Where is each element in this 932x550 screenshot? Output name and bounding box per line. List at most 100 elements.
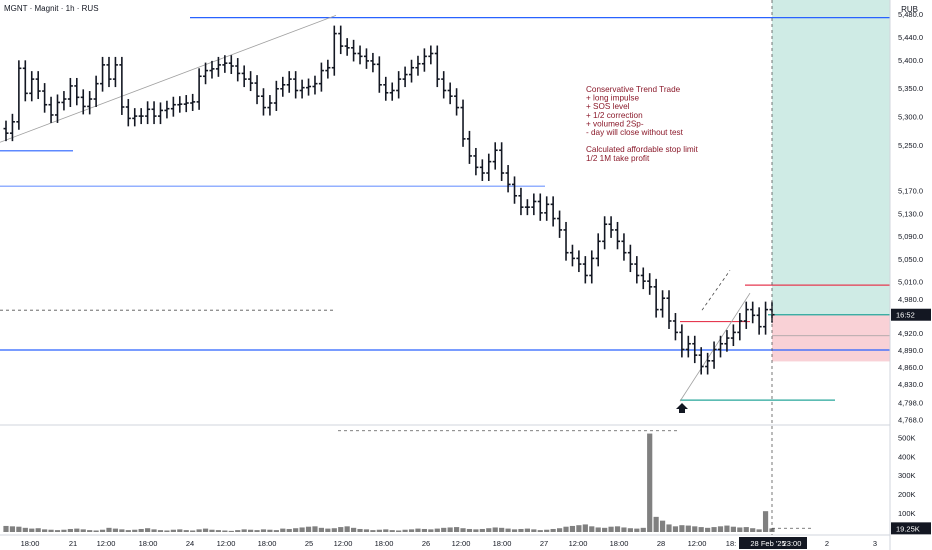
volume-bar (556, 528, 563, 532)
candle (524, 199, 530, 216)
volume-bar (589, 526, 595, 532)
candle (685, 335, 691, 358)
price-tick-label: 5,480.0 (898, 10, 923, 19)
candle (35, 71, 41, 100)
candle (383, 76, 389, 101)
candle (119, 56, 125, 115)
volume-bar (254, 530, 260, 532)
volume-bar (460, 528, 466, 532)
volume-bar (87, 530, 93, 532)
price-tick-label: 5,050.0 (898, 255, 923, 264)
volume-bar (325, 528, 331, 532)
volume-bar (157, 530, 164, 532)
candle (338, 25, 344, 55)
time-axis: 18:00 21 12:00 18:00 24 12:00 18:00 25 12:00 18:0… (21, 537, 877, 549)
candle (711, 341, 717, 369)
candle (235, 58, 241, 82)
volume-bar (730, 526, 736, 532)
price-tick-label: 5,350.0 (898, 84, 923, 93)
volume-bar (524, 528, 530, 532)
volume-bar (48, 529, 54, 532)
volume-bar (711, 527, 717, 532)
volume-bar (16, 526, 22, 532)
time-tick-label: 28 (657, 539, 665, 548)
candle (80, 89, 86, 115)
candle (512, 176, 518, 204)
candle (576, 250, 582, 273)
candle (563, 221, 569, 261)
volume-bar (653, 516, 659, 532)
price-tick-label: 5,440.0 (898, 33, 923, 42)
candle (595, 233, 601, 267)
volume-bar (280, 528, 286, 532)
symbol-title: MGNT · Magnit · 1h · RUS (4, 4, 99, 13)
price-tick-label: 5,300.0 (898, 113, 923, 122)
candle (602, 216, 608, 250)
candle (389, 82, 395, 101)
price-tick-label: 5,010.0 (898, 278, 923, 287)
loss-zone (772, 314, 890, 362)
candle (460, 99, 466, 147)
price-tick-label: 5,130.0 (898, 209, 923, 218)
candle (647, 273, 653, 295)
volume-tick-label: 200K (898, 490, 916, 499)
volume-bar (608, 526, 614, 532)
volume-bar (35, 528, 41, 532)
candle (454, 88, 460, 116)
candle (421, 48, 427, 72)
volume-bar (61, 529, 67, 532)
volume-bar (685, 525, 691, 532)
price-tick-label: 4,860.0 (898, 363, 923, 372)
time-tick-label: 18:00 (375, 539, 394, 548)
candle (492, 142, 498, 170)
price-tick-label: 4,920.0 (898, 329, 923, 338)
volume-bar (576, 525, 582, 532)
volume-tick-label: 400K (898, 452, 916, 461)
candle (718, 335, 724, 358)
candle (750, 301, 756, 324)
candle (241, 65, 247, 88)
time-tick-label: 26 (422, 539, 430, 548)
candle (29, 71, 35, 102)
volume-bar (350, 527, 357, 532)
volume-bar (305, 526, 312, 532)
candle (299, 79, 305, 99)
candle (357, 45, 363, 65)
volume-bar (563, 526, 569, 532)
current-volume-marker: 19.25K (891, 522, 931, 535)
volume-bar (421, 528, 428, 532)
volume-bar (112, 528, 119, 532)
time-tick-label: 28 Feb '25 (750, 539, 785, 548)
candle (145, 101, 151, 125)
volume-bar (293, 528, 299, 532)
candle (370, 52, 376, 73)
candle (505, 165, 511, 193)
candle (228, 55, 234, 74)
candle (608, 216, 614, 238)
candle (61, 91, 67, 111)
candle (402, 66, 408, 88)
candle (190, 93, 196, 111)
time-tick-label: 24 (186, 539, 194, 548)
current-price-label: 16:52 (896, 311, 915, 320)
volume-bar (222, 530, 228, 532)
volume-bar (9, 526, 16, 532)
volume-bar (190, 530, 196, 532)
volume-axis: 500K 400K 300K 200K 100K (898, 433, 916, 518)
annotation-line: 1/2 1M take profit (586, 154, 650, 163)
volume-bar (196, 529, 202, 532)
volume-bar (717, 526, 724, 532)
candle (203, 62, 209, 85)
candle (499, 142, 505, 181)
candle (293, 71, 299, 99)
volume-bar (260, 529, 267, 532)
price-tick-label: 5,400.0 (898, 56, 923, 65)
volume-bar (544, 529, 550, 532)
candle (351, 39, 357, 62)
volume-bar (756, 529, 762, 532)
volume-bar (125, 530, 131, 532)
volume-bar (602, 527, 608, 532)
time-tick-label: 18:00 (21, 539, 40, 548)
volume-bar (99, 529, 106, 532)
